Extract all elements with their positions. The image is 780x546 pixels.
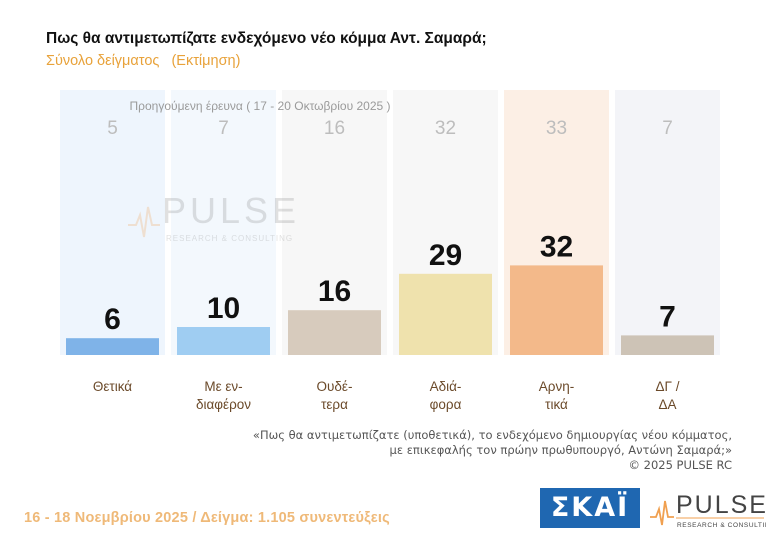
previous-survey-legend: Προηγούμενη έρευνα ( 17 - 20 Οκτωβρίου 2…: [130, 99, 391, 113]
copyright: © 2025 PULSE RC: [628, 458, 732, 472]
category-label: Αρνη-: [539, 379, 574, 394]
pulse-logo: PULSE RESEARCH & CONSULTING: [650, 491, 766, 529]
category-label: διαφέρον: [196, 397, 251, 412]
background-band: [60, 90, 165, 355]
survey-footer: 16 - 18 Νοεμβρίου 2025 / Δείγμα: 1.105 σ…: [24, 510, 390, 526]
question-note: «Πως θα αντιμετωπίζατε (υποθετικά), το ε…: [212, 428, 732, 473]
bar: [621, 335, 714, 355]
pulse-logo-text: PULSE: [676, 491, 766, 519]
previous-value-label: 7: [662, 118, 673, 139]
category-label: Με εν-: [204, 379, 242, 394]
bar: [510, 265, 603, 355]
chart-subtitle: Σύνολο δείγματος (Εκτίμηση): [46, 53, 241, 69]
skai-logo: ΣΚΑΪ: [540, 488, 640, 528]
category-label: Αδιά-: [430, 379, 462, 394]
category-label: τικά: [545, 397, 568, 412]
bar-value-label: 10: [207, 292, 240, 325]
category-label: τερα: [321, 397, 348, 412]
category-label: Θετικά: [93, 379, 132, 394]
bar-value-label: 29: [429, 239, 462, 272]
previous-value-label: 5: [107, 118, 118, 139]
background-band: [615, 90, 720, 355]
bar: [288, 310, 381, 355]
previous-value-label: 33: [546, 118, 567, 139]
pulse-logo-tagline: RESEARCH & CONSULTING: [677, 522, 766, 529]
question-line-1: «Πως θα αντιμετωπίζατε (υποθετικά), το ε…: [252, 428, 732, 442]
bar-value-label: 7: [659, 300, 676, 333]
background-band: [171, 90, 276, 355]
category-label: ΔΑ: [658, 397, 676, 412]
bar-value-label: 6: [104, 303, 121, 336]
previous-value-label: 16: [324, 118, 345, 139]
bar-value-label: 32: [540, 230, 573, 263]
category-label: φορα: [430, 397, 462, 412]
previous-value-label: 32: [435, 118, 456, 139]
bar: [399, 273, 492, 355]
svg-text:RESEARCH & CONSULTING: RESEARCH & CONSULTING: [166, 234, 293, 243]
bar: [177, 327, 270, 355]
bar-value-label: 16: [318, 275, 351, 308]
chart-title: Πως θα αντιμετωπίζατε ενδεχόμενο νέο κόμ…: [46, 30, 487, 47]
category-label: ΔΓ /: [656, 379, 680, 394]
pulse-watermark: PULSE RESEARCH & CONSULTING: [128, 190, 300, 243]
category-label: Ουδέ-: [317, 379, 353, 394]
bar: [66, 338, 159, 355]
question-line-2: με επικεφαλής τον πρώην πρωθυπουργό, Αντ…: [389, 443, 733, 457]
previous-value-label: 7: [218, 118, 229, 139]
svg-text:PULSE: PULSE: [162, 190, 300, 231]
